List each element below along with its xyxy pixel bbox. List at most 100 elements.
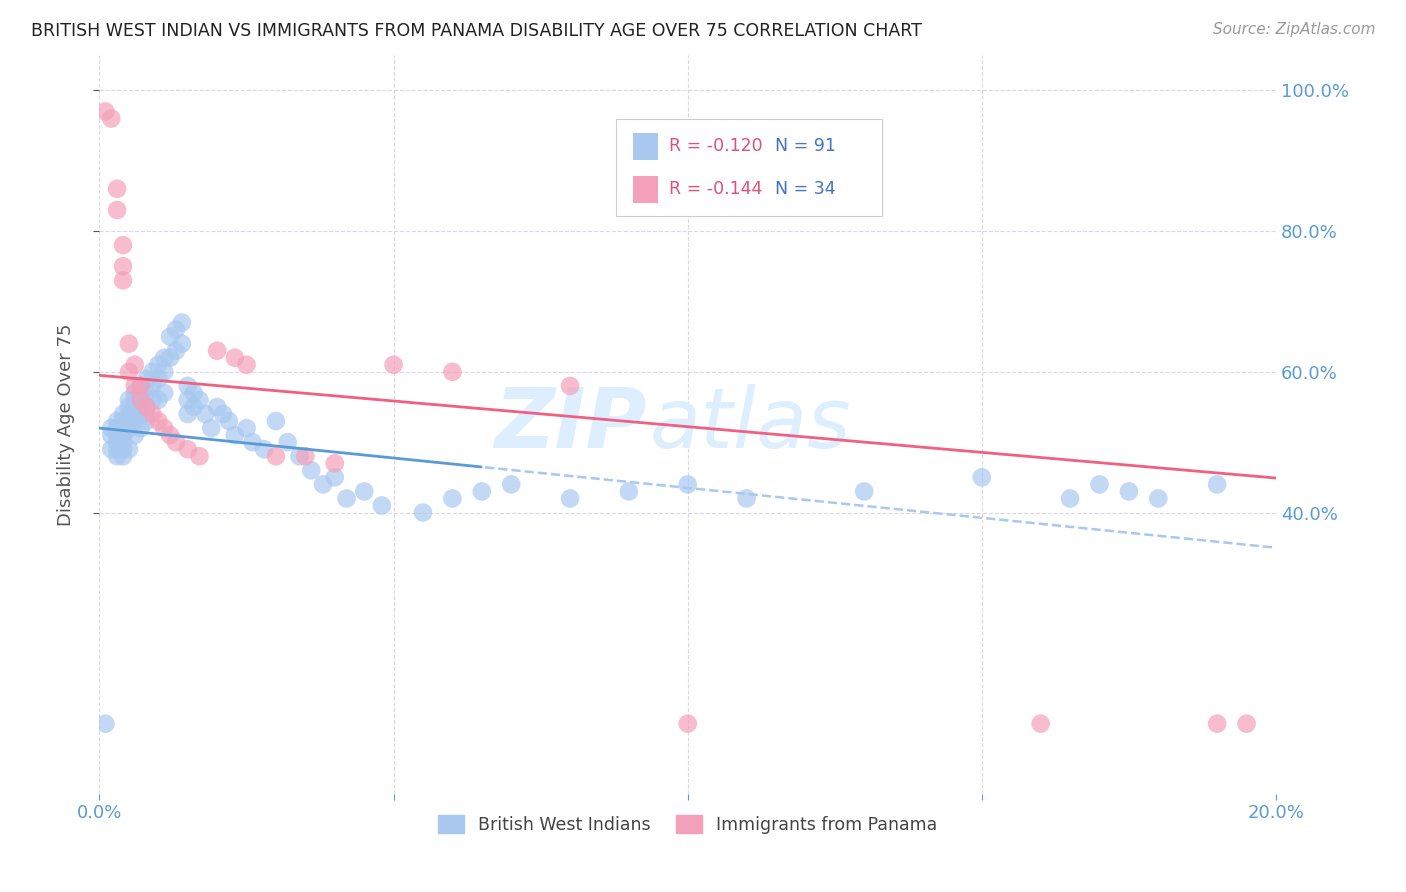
Point [676,716,699,731]
Point [224,351,246,365]
Point [100,421,122,435]
Point [1236,716,1258,731]
Point [205,400,228,414]
Point [170,316,193,330]
Point [1118,484,1140,499]
Point [111,414,134,428]
Point [382,358,405,372]
Text: N = 34: N = 34 [775,180,835,198]
Point [200,421,222,435]
Point [135,372,157,386]
Point [118,442,141,457]
Point [105,449,128,463]
Point [735,491,758,506]
Point [1088,477,1111,491]
Point [129,385,152,400]
Point [159,329,181,343]
Point [177,379,200,393]
Point [288,449,311,463]
Point [148,358,170,372]
Point [294,449,316,463]
Point [129,379,152,393]
Point [118,400,141,414]
Point [235,421,257,435]
Point [323,470,346,484]
Text: N = 91: N = 91 [775,137,835,155]
Point [141,392,163,407]
Text: atlas: atlas [650,384,852,465]
Point [188,449,211,463]
Point [129,379,152,393]
Point [118,414,141,428]
Point [183,400,205,414]
Point [312,477,335,491]
Point [617,484,640,499]
Point [501,477,523,491]
Point [218,414,240,428]
Point [111,449,134,463]
Point [471,484,494,499]
Point [148,414,170,428]
Point [148,392,170,407]
Point [1059,491,1081,506]
Point [170,336,193,351]
Point [159,428,181,442]
Point [188,392,211,407]
Text: R = -0.144: R = -0.144 [669,180,762,198]
Point [105,421,128,435]
Text: BRITISH WEST INDIAN VS IMMIGRANTS FROM PANAMA DISABILITY AGE OVER 75 CORRELATION: BRITISH WEST INDIAN VS IMMIGRANTS FROM P… [31,22,922,40]
Point [159,351,181,365]
Point [141,407,163,421]
Point [1206,716,1229,731]
Point [129,392,152,407]
Point [124,400,146,414]
Point [124,379,146,393]
Point [105,414,128,428]
Point [100,112,122,126]
Point [105,182,128,196]
Point [323,456,346,470]
Point [165,322,187,336]
Point [676,477,699,491]
Point [353,484,375,499]
Point [94,104,117,119]
Point [100,428,122,442]
Point [558,379,581,393]
Point [853,484,876,499]
Point [264,449,287,463]
Point [153,385,176,400]
Point [165,343,187,358]
Point [105,428,128,442]
Point [105,435,128,450]
Point [371,499,394,513]
Point [124,358,146,372]
Text: Source: ZipAtlas.com: Source: ZipAtlas.com [1212,22,1375,37]
Point [148,372,170,386]
Point [135,414,157,428]
Point [124,392,146,407]
Point [111,435,134,450]
Point [124,385,146,400]
Point [299,463,322,477]
Point [177,442,200,457]
Point [441,365,464,379]
Point [135,385,157,400]
Point [129,421,152,435]
Point [105,442,128,457]
Point [264,414,287,428]
Point [105,202,128,217]
Point [118,392,141,407]
Point [94,716,117,731]
Point [124,428,146,442]
Point [118,407,141,421]
Point [205,343,228,358]
Point [177,407,200,421]
Point [194,407,217,421]
Point [153,421,176,435]
Point [153,365,176,379]
Point [129,392,152,407]
Text: R = -0.120: R = -0.120 [669,137,763,155]
Point [135,400,157,414]
Point [124,414,146,428]
Point [118,365,141,379]
